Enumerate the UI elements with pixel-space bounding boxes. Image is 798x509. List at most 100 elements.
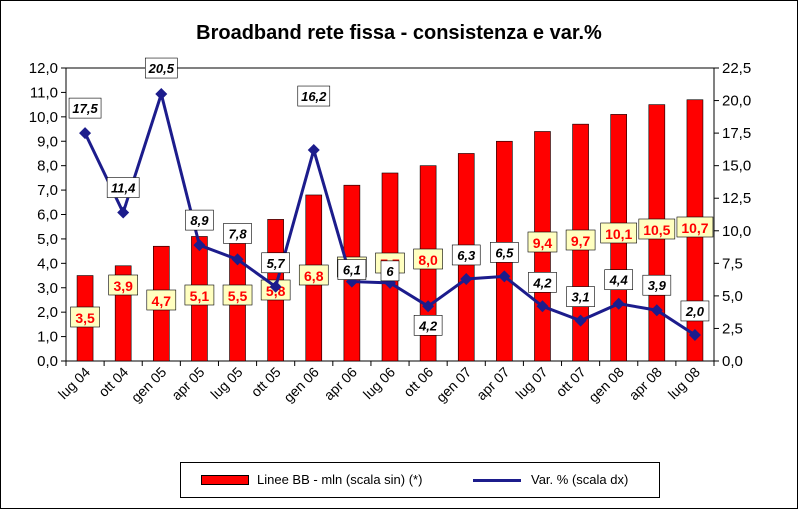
chart-title: Broadband rete fissa - consistenza e var… [196, 22, 602, 44]
line-marker [193, 239, 206, 252]
line-data-label: 4,2 [532, 275, 552, 290]
line-data-label-box [451, 244, 481, 266]
line-marker [155, 88, 168, 101]
x-tick-label: gen 05 [128, 364, 170, 406]
bar-data-label-box [146, 289, 177, 311]
line-data-label-box [490, 242, 519, 263]
y-right-tick-label: 20,0 [722, 93, 751, 110]
line-data-label: 17,5 [72, 101, 98, 116]
bar-data-label: 3,5 [75, 310, 95, 326]
y-left-tick-label: 4,0 [37, 255, 58, 272]
line-data-label: 6,3 [457, 248, 476, 263]
x-tick-label: lug 08 [665, 364, 703, 402]
y-left-tick-label: 11,0 [30, 84, 58, 101]
x-tick-label: lug 07 [512, 364, 550, 402]
line-data-label: 6,5 [495, 245, 514, 260]
y-left-tick-label: 0,0 [37, 353, 58, 370]
y-left-tick-label: 8,0 [37, 158, 58, 175]
x-tick-label: lug 06 [360, 364, 398, 402]
legend-line-swatch [473, 479, 521, 482]
y-left-tick-label: 9,0 [37, 133, 58, 150]
line-data-label-box [413, 315, 443, 336]
line-data-label-box [604, 269, 634, 291]
x-tick-label: apr 05 [168, 364, 208, 404]
legend-line-label: Var. % (scala dx) [531, 472, 629, 487]
bar-data-label: 3,9 [113, 278, 133, 294]
line-data-label-box [337, 259, 367, 280]
x-tick-label: lug 04 [55, 364, 93, 402]
x-tick-label: apr 08 [626, 364, 666, 404]
line-data-label-box [642, 274, 672, 296]
line-data-label: 5,7 [267, 256, 286, 271]
line-data-label: 11,4 [111, 181, 136, 196]
x-tick-label: ott 07 [553, 364, 589, 400]
bar-data-label: 10,5 [643, 222, 670, 238]
y-right-tick-label: 0,0 [722, 353, 743, 370]
line-marker [612, 297, 625, 310]
y-left-tick-label: 10,0 [29, 109, 58, 126]
legend-bar-swatch [201, 475, 249, 485]
x-tick-label: lug 05 [207, 364, 245, 402]
line-data-label: 16,2 [301, 89, 327, 104]
y-left-tick-label: 7,0 [37, 182, 58, 199]
bar-data-label-box [298, 264, 329, 286]
line-data-label-box [380, 260, 400, 282]
y-right-tick-label: 2,5 [722, 320, 743, 337]
y-right-tick-label: 12,5 [722, 190, 751, 207]
line-data-label-box [223, 223, 252, 244]
y-left-tick-label: 6,0 [37, 207, 58, 224]
line-data-label: 4,2 [418, 318, 438, 333]
bar-data-label-box [70, 306, 100, 328]
y-right-tick-label: 15,0 [722, 158, 751, 175]
bar-data-label-box [600, 222, 638, 244]
line-marker [422, 300, 435, 313]
bar-data-label-box [413, 248, 443, 270]
x-tick-label: gen 07 [433, 364, 475, 406]
y-right-tick-label: 10,0 [722, 223, 751, 240]
bar-data-label-box [184, 284, 215, 306]
line-data-label: 4,4 [609, 273, 629, 288]
bar-data-label-box [222, 284, 253, 306]
bar-data-label: 5,1 [190, 288, 210, 304]
bar-data-label: 10,1 [605, 226, 632, 242]
line-data-label-box [297, 85, 331, 107]
line-data-label: 7,8 [228, 226, 247, 241]
line-marker [536, 300, 549, 313]
line-marker [650, 304, 663, 317]
y-right-tick-label: 5,0 [722, 288, 743, 305]
y-left-tick-label: 12,0 [29, 60, 58, 77]
y-right-tick-label: 7,5 [722, 255, 743, 272]
line-marker [231, 253, 244, 266]
y-left-tick-label: 1,0 [37, 329, 58, 346]
line-data-label-box [106, 177, 140, 198]
line-marker [460, 272, 473, 285]
y-left-tick-label: 3,0 [37, 280, 58, 297]
line-data-label: 3,1 [572, 290, 590, 305]
x-tick-label: ott 05 [248, 364, 284, 400]
y-left-tick-label: 5,0 [37, 231, 58, 248]
bar-data-label-box [565, 229, 596, 251]
bar-data-label: 9,4 [533, 235, 553, 251]
line-data-label: 2,0 [685, 304, 705, 319]
line-marker [117, 206, 130, 219]
line-data-label: 8,9 [190, 213, 209, 228]
bar-data-label: 5,5 [228, 288, 248, 304]
line-data-label-box [144, 57, 178, 79]
bar-data-label: 8,0 [418, 252, 438, 268]
line-data-label-box [680, 300, 710, 322]
line-data-label: 20,5 [148, 61, 175, 76]
line-marker [688, 328, 701, 341]
bar-data-label-box [108, 274, 138, 296]
line-data-label-box [68, 97, 102, 119]
line-data-label: 6 [386, 264, 394, 279]
x-tick-label: ott 04 [95, 364, 131, 400]
line-data-label: 3,9 [648, 278, 667, 293]
line-marker [307, 144, 320, 157]
y-left-tick-label: 2,0 [37, 304, 58, 321]
legend-bar-label: Linee BB - mln (scala sin) (*) [257, 472, 423, 487]
x-tick-label: gen 06 [280, 364, 322, 406]
x-tick-label: gen 08 [585, 364, 627, 406]
line-data-label-box [528, 272, 557, 293]
x-tick-label: ott 06 [400, 364, 436, 400]
